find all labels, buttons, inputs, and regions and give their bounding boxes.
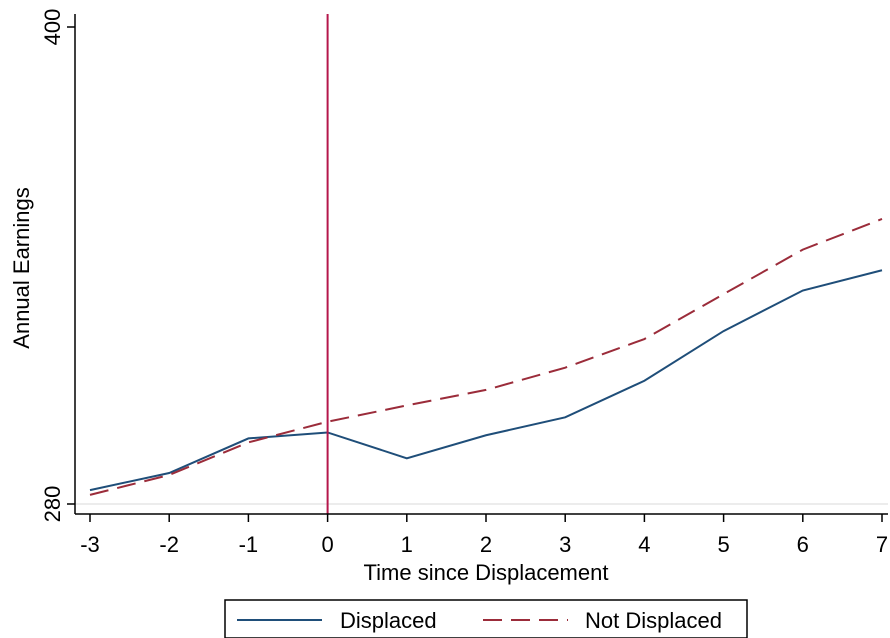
x-axis: -3 -2 -1 0 1 2 3 4 5 6 7 Time since Displacement <box>75 513 888 585</box>
x-tick-label: 0 <box>321 532 333 557</box>
x-ticks: -3 -2 -1 0 1 2 3 4 5 6 7 <box>80 514 888 557</box>
legend-label-displaced: Displaced <box>340 608 437 633</box>
x-tick-label: 3 <box>559 532 571 557</box>
x-tick-label: -1 <box>239 532 259 557</box>
legend-label-not-displaced: Not Displaced <box>585 608 722 633</box>
y-tick-label: 400 <box>40 9 65 46</box>
series-line-displaced <box>89 269 883 492</box>
x-tick-label: 6 <box>797 532 809 557</box>
series-line-not-displaced <box>89 218 883 496</box>
x-tick-label: -2 <box>159 532 179 557</box>
y-ticks: 280 400 <box>40 9 75 523</box>
y-axis: 280 400 Annual Earnings <box>9 9 76 523</box>
x-tick-label: 5 <box>717 532 729 557</box>
x-tick-label: -3 <box>80 532 100 557</box>
x-tick-label: 1 <box>401 532 413 557</box>
y-tick-label: 280 <box>40 486 65 523</box>
y-axis-title: Annual Earnings <box>9 187 34 348</box>
legend: Displaced Not Displaced <box>224 599 748 638</box>
x-tick-label: 2 <box>480 532 492 557</box>
series-layer <box>89 218 883 496</box>
plot-area <box>75 14 888 514</box>
x-axis-title: Time since Displacement <box>364 560 609 585</box>
x-tick-label: 7 <box>876 532 888 557</box>
x-tick-label: 4 <box>638 532 650 557</box>
